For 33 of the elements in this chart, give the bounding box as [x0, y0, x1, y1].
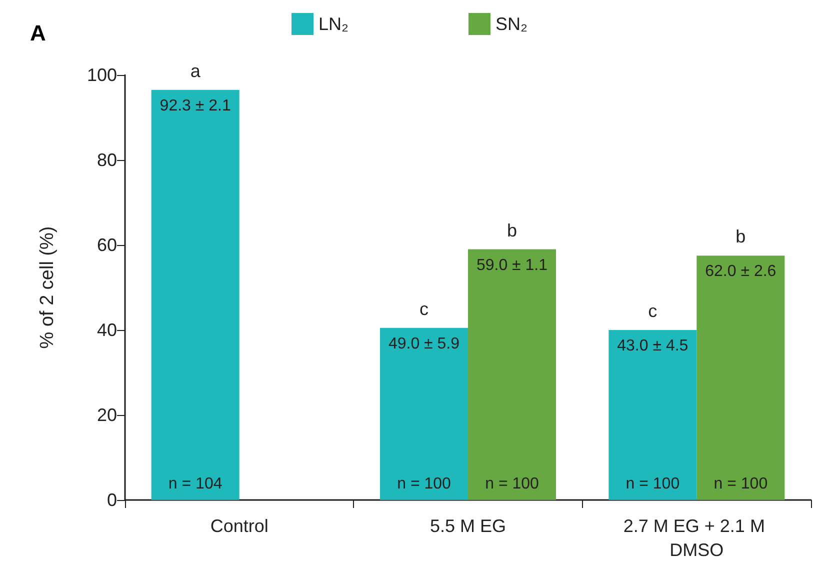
annotation: b [506, 220, 518, 240]
y-tick-label: 40 [96, 320, 117, 340]
y-axis-title: % of 2 cell (%) [37, 226, 58, 349]
bar [380, 328, 468, 500]
bar [468, 249, 556, 500]
x-tick-label: 2.7 M EG + 2.1 M DMSO [623, 516, 770, 560]
y-tick-label: 100 [86, 65, 117, 85]
y-tick-label: 80 [96, 150, 117, 170]
annotation: 43.0 ± 4.5 [617, 338, 688, 354]
legend-label: SN₂ [496, 14, 528, 34]
bar [608, 330, 697, 500]
annotation: a [190, 60, 202, 81]
legend-label: LN₂ [318, 14, 349, 34]
annotation: n = 100 [485, 476, 540, 492]
bar [151, 90, 240, 500]
annotation: c [648, 301, 658, 321]
annotation: n = 100 [397, 476, 452, 492]
annotation: c [420, 298, 428, 319]
x-tick-label: 5.5 M EG [430, 516, 506, 536]
annotation: 49.0 ± 5.9 [388, 335, 460, 352]
annotation: n = 100 [714, 476, 768, 492]
annotation: 92.3 ± 2.1 [160, 97, 231, 114]
y-tick-label: 0 [106, 490, 117, 510]
text: A [30, 20, 46, 46]
bar [696, 256, 785, 500]
annotation: n = 104 [168, 476, 222, 492]
annotation: 62.0 ± 2.6 [705, 263, 776, 280]
y-tick-label: 20 [96, 405, 117, 425]
annotation: n = 100 [626, 476, 680, 492]
annotation: b [736, 226, 746, 247]
y-tick-label: 60 [96, 235, 117, 255]
x-tick-label: Control [210, 516, 268, 536]
annotation: 59.0 ± 1.1 [476, 256, 548, 274]
